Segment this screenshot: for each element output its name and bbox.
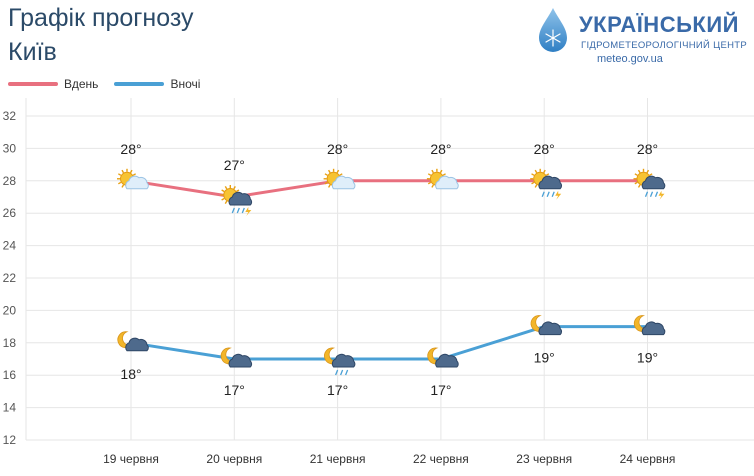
x-tick-label: 20 червня — [206, 452, 262, 466]
data-label-day: 28° — [534, 141, 555, 157]
brand-url[interactable]: meteo.gov.ua — [597, 53, 663, 65]
water-drop-icon — [539, 8, 567, 52]
series-line-day — [130, 179, 648, 199]
y-tick-label: 28 — [3, 174, 17, 188]
y-tick-label: 30 — [3, 141, 17, 155]
sun-cloud-rain-thunder-icon — [530, 168, 562, 200]
series-line-night — [130, 325, 648, 361]
y-tick-label: 12 — [3, 433, 17, 447]
sun-cloud-rain-thunder-icon — [633, 168, 666, 200]
sun-partly-cloudy-icon — [426, 168, 459, 190]
y-tick-label: 26 — [3, 206, 17, 220]
x-tick-label: 23 червня — [516, 452, 572, 466]
x-tick-label: 21 червня — [310, 452, 366, 466]
legend-night-label: Вночі — [170, 77, 201, 91]
legend-day-label: Вдень — [64, 77, 99, 91]
moon-cloud-icon — [427, 347, 459, 368]
data-label-night: 17° — [430, 382, 451, 398]
y-tick-label: 14 — [3, 401, 17, 415]
y-tick-label: 32 — [3, 109, 17, 123]
x-tick-label: 19 червня — [103, 452, 159, 466]
y-tick-label: 20 — [3, 303, 17, 317]
data-label-day: 28° — [327, 141, 348, 157]
sun-cloud-rain-thunder-icon — [220, 185, 253, 216]
sun-partly-cloudy-icon — [117, 168, 149, 190]
data-label-night: 17° — [224, 382, 245, 398]
y-tick-label: 16 — [3, 368, 17, 382]
data-label-day: 28° — [430, 141, 451, 157]
brand-subtitle: ГІДРОМЕТЕОРОЛОГІЧНИЙ ЦЕНТР — [581, 40, 747, 51]
moon-cloud-icon — [633, 315, 666, 336]
moon-cloud-icon — [220, 347, 253, 368]
data-label-night: 17° — [327, 382, 348, 398]
data-label-night: 19° — [637, 350, 658, 366]
city-name: Київ — [8, 38, 57, 66]
brand-logo[interactable]: УКРАЇНСЬКИЙ ГІДРОМЕТЕОРОЛОГІЧНИЙ ЦЕНТР m… — [535, 6, 749, 68]
y-tick-label: 18 — [3, 336, 17, 350]
data-label-day: 28° — [637, 141, 658, 157]
brand-name: УКРАЇНСЬКИЙ — [579, 12, 739, 37]
data-label-night: 18° — [120, 366, 141, 382]
data-label-day: 27° — [224, 157, 245, 173]
chart-legend: Вдень Вночі — [8, 76, 216, 92]
legend-night-swatch — [114, 82, 165, 86]
y-tick-label: 24 — [3, 239, 17, 253]
moon-cloud-icon — [530, 315, 562, 336]
moon-cloud-rain-icon — [324, 347, 356, 376]
data-label-night: 19° — [534, 350, 555, 366]
moon-cloud-icon — [117, 331, 149, 352]
sun-partly-cloudy-icon — [323, 168, 356, 190]
x-tick-label: 24 червня — [620, 452, 676, 466]
chart-title: Графік прогнозу — [8, 4, 194, 32]
y-tick-label: 22 — [3, 271, 17, 285]
data-label-day: 28° — [120, 141, 141, 157]
x-tick-label: 22 червня — [413, 452, 469, 466]
legend-day-swatch — [8, 82, 58, 86]
